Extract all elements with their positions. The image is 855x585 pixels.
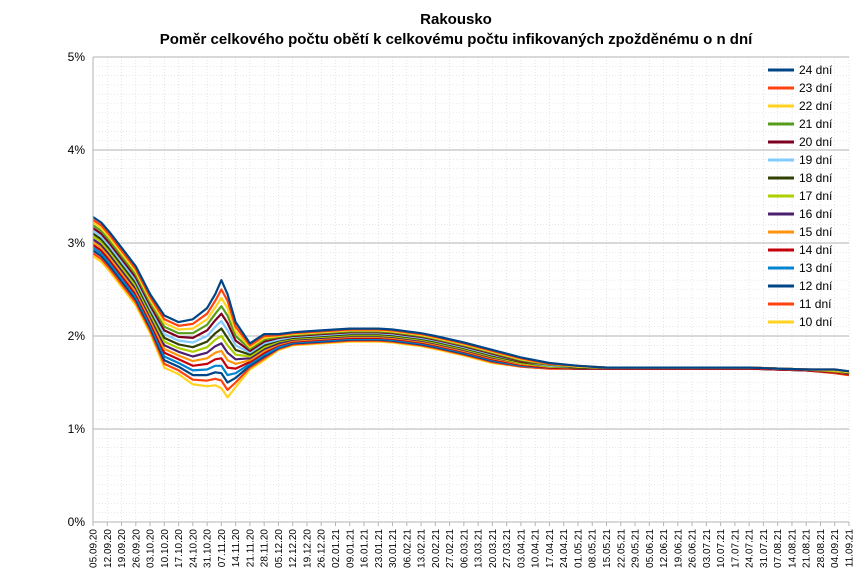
x-tick-label: 19.06.21 bbox=[673, 529, 684, 568]
x-tick-label: 20.02.21 bbox=[431, 529, 442, 568]
y-tick-label: 0% bbox=[68, 515, 86, 529]
x-tick-label: 05.09.20 bbox=[89, 529, 100, 568]
x-tick-label: 23.01.21 bbox=[374, 529, 385, 568]
x-tick-label: 07.08.21 bbox=[773, 529, 784, 568]
x-tick-label: 12.06.21 bbox=[659, 529, 670, 568]
x-tick-label: 24.04.21 bbox=[559, 529, 570, 568]
x-tick-label: 31.07.21 bbox=[759, 529, 770, 568]
x-tick-label: 17.04.21 bbox=[545, 529, 556, 568]
x-tick-label: 16.01.21 bbox=[360, 529, 371, 568]
x-tick-label: 06.03.21 bbox=[459, 529, 470, 568]
x-tick-label: 14.08.21 bbox=[787, 529, 798, 568]
chart-title: Rakousko bbox=[420, 11, 492, 28]
x-tick-label: 10.07.21 bbox=[716, 529, 727, 568]
legend-label: 18 dní bbox=[799, 171, 833, 185]
x-tick-label: 03.07.21 bbox=[702, 529, 713, 568]
x-tick-label: 10.04.21 bbox=[531, 529, 542, 568]
x-tick-label: 02.01.21 bbox=[331, 529, 342, 568]
legend-label: 24 dní bbox=[799, 63, 833, 77]
legend-label: 23 dní bbox=[799, 81, 833, 95]
series-line-12-dní bbox=[92, 249, 850, 384]
x-tick-label: 28.11.20 bbox=[260, 529, 271, 568]
x-tick-label: 09.01.21 bbox=[345, 529, 356, 568]
x-tick-label: 04.09.21 bbox=[830, 529, 841, 568]
x-tick-label: 26.12.20 bbox=[317, 529, 328, 568]
legend-label: 11 dní bbox=[799, 297, 832, 311]
x-tick-label: 13.03.21 bbox=[474, 529, 485, 568]
legend-label: 20 dní bbox=[799, 135, 833, 149]
x-tick-label: 27.03.21 bbox=[502, 529, 513, 568]
x-tick-label: 12.09.20 bbox=[103, 529, 114, 568]
x-tick-label: 05.12.20 bbox=[274, 529, 285, 568]
legend-label: 21 dní bbox=[799, 117, 833, 131]
minor-gridlines bbox=[92, 56, 850, 523]
x-tick-label: 03.04.21 bbox=[516, 529, 527, 568]
x-tick-label: 14.11.20 bbox=[231, 529, 242, 568]
x-tick-label: 01.05.21 bbox=[574, 529, 585, 568]
legend-label: 12 dní bbox=[799, 279, 833, 293]
x-tick-label: 05.06.21 bbox=[645, 529, 656, 568]
x-tick-label: 11.09.21 bbox=[845, 529, 855, 568]
y-tick-label: 5% bbox=[68, 50, 86, 64]
legend: 24 dní 23 dní 22 dní 21 dní 20 dní 19 dní 18 d… bbox=[768, 63, 833, 329]
legend-label: 13 dní bbox=[799, 261, 833, 275]
x-tick-label: 06.02.21 bbox=[402, 529, 413, 568]
x-tick-label: 07.11.20 bbox=[217, 529, 228, 568]
series-lines bbox=[92, 216, 850, 399]
x-tick-label: 22.05.21 bbox=[616, 529, 627, 568]
legend-label: 10 dní bbox=[799, 315, 833, 329]
x-tick-label: 26.09.20 bbox=[131, 529, 142, 568]
x-tick-label: 29.05.21 bbox=[631, 529, 642, 568]
x-tick-label: 19.09.20 bbox=[117, 529, 128, 568]
x-tick-label: 12.12.20 bbox=[288, 529, 299, 568]
x-tick-label: 24.07.21 bbox=[745, 529, 756, 568]
series-line-24-dní bbox=[92, 216, 850, 373]
y-tick-label: 1% bbox=[68, 422, 86, 436]
x-tick-label: 21.08.21 bbox=[802, 529, 813, 568]
x-tick-label: 30.01.21 bbox=[388, 529, 399, 568]
legend-label: 22 dní bbox=[799, 99, 833, 113]
y-tick-label: 4% bbox=[68, 143, 86, 157]
axes bbox=[92, 57, 849, 523]
legend-label: 17 dní bbox=[799, 189, 833, 203]
legend-label: 16 dní bbox=[799, 207, 833, 221]
legend-label: 15 dní bbox=[799, 225, 833, 239]
x-tick-label: 28.08.21 bbox=[816, 529, 827, 568]
x-tick-label: 08.05.21 bbox=[588, 529, 599, 568]
x-tick-label: 31.10.20 bbox=[203, 529, 214, 568]
x-tick-label: 26.06.21 bbox=[688, 529, 699, 568]
chart-subtitle: Poměr celkového počtu obětí k celkovému … bbox=[160, 31, 753, 48]
x-tick-label: 03.10.20 bbox=[146, 529, 157, 568]
x-tick-label: 27.02.21 bbox=[445, 529, 456, 568]
x-tick-label: 21.11.20 bbox=[245, 529, 256, 568]
x-tick-label: 17.10.20 bbox=[174, 529, 185, 568]
y-tick-label: 2% bbox=[68, 329, 86, 343]
x-tick-label: 20.03.21 bbox=[488, 529, 499, 568]
legend-label: 14 dní bbox=[799, 243, 833, 257]
x-tick-label: 13.02.21 bbox=[417, 529, 428, 568]
y-axis-ticks: 0% 1% 2% 3% 4% 5% bbox=[68, 50, 86, 529]
x-tick-label: 19.12.20 bbox=[303, 529, 314, 568]
x-tick-label: 10.10.20 bbox=[160, 529, 171, 568]
x-tick-label: 15.05.21 bbox=[602, 529, 613, 568]
legend-label: 19 dní bbox=[799, 153, 833, 167]
x-axis-ticks: 05.09.20 12.09.20 19.09.20 26.09.20 03.10.20… bbox=[89, 522, 855, 568]
x-tick-label: 24.10.20 bbox=[188, 529, 199, 568]
x-tick-label: 17.07.21 bbox=[730, 529, 741, 568]
y-tick-label: 3% bbox=[68, 236, 86, 250]
